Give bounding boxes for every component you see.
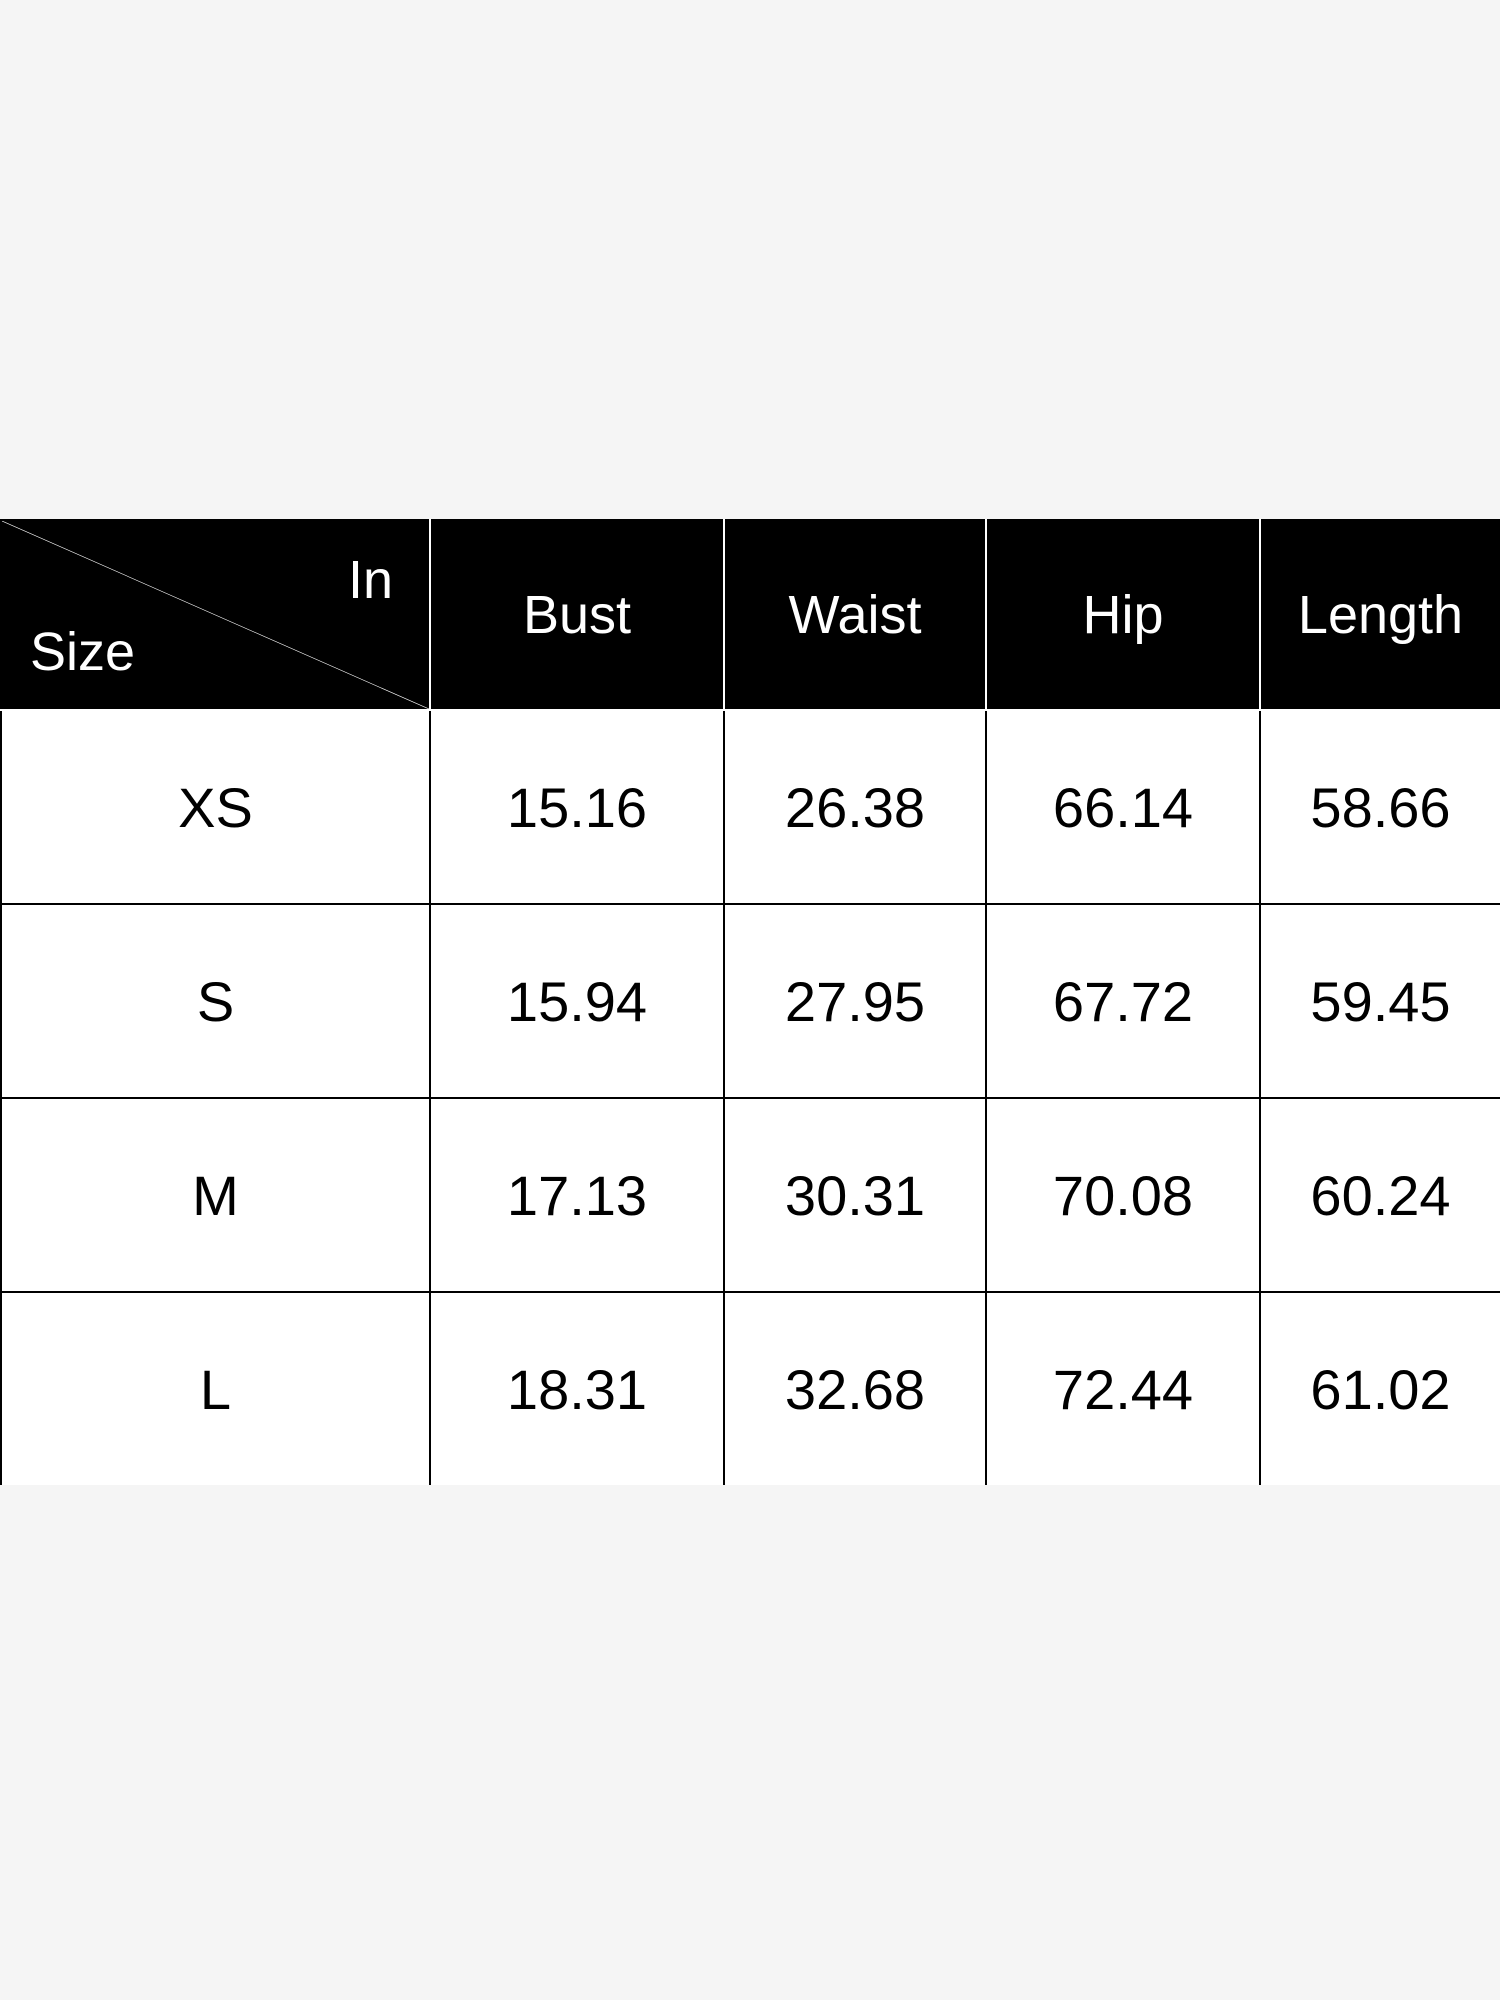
length-cell: 61.02 xyxy=(1259,1291,1500,1485)
length-cell: 58.66 xyxy=(1259,709,1500,905)
table-row: S 15.94 27.95 67.72 59.45 xyxy=(0,903,1500,1099)
header-hip: Hip xyxy=(985,519,1261,711)
hip-cell: 70.08 xyxy=(985,1097,1261,1293)
size-chart-table: In Size Bust Waist Hip Length XS 15.16 2… xyxy=(0,519,1500,1485)
header-bust: Bust xyxy=(429,519,725,711)
hip-cell: 72.44 xyxy=(985,1291,1261,1485)
hip-cell: 66.14 xyxy=(985,709,1261,905)
hip-cell: 67.72 xyxy=(985,903,1261,1099)
diagonal-divider xyxy=(2,521,429,709)
bust-cell: 15.94 xyxy=(429,903,725,1099)
bust-cell: 18.31 xyxy=(429,1291,725,1485)
length-cell: 60.24 xyxy=(1259,1097,1500,1293)
size-label: Size xyxy=(30,622,136,682)
table-row: XS 15.16 26.38 66.14 58.66 xyxy=(0,709,1500,905)
table-row: L 18.31 32.68 72.44 61.02 xyxy=(0,1291,1500,1485)
header-length: Length xyxy=(1259,519,1500,711)
size-cell: L xyxy=(0,1291,431,1485)
size-cell: S xyxy=(0,903,431,1099)
corner-header-cell: In Size xyxy=(0,519,431,711)
waist-cell: 32.68 xyxy=(723,1291,987,1485)
waist-cell: 26.38 xyxy=(723,709,987,905)
header-waist: Waist xyxy=(723,519,987,711)
waist-cell: 30.31 xyxy=(723,1097,987,1293)
unit-label: In xyxy=(347,550,393,610)
bust-cell: 17.13 xyxy=(429,1097,725,1293)
waist-cell: 27.95 xyxy=(723,903,987,1099)
length-cell: 59.45 xyxy=(1259,903,1500,1099)
size-cell: M xyxy=(0,1097,431,1293)
header-row: In Size Bust Waist Hip Length xyxy=(0,519,1500,711)
size-cell: XS xyxy=(0,709,431,905)
bust-cell: 15.16 xyxy=(429,709,725,905)
table-row: M 17.13 30.31 70.08 60.24 xyxy=(0,1097,1500,1293)
